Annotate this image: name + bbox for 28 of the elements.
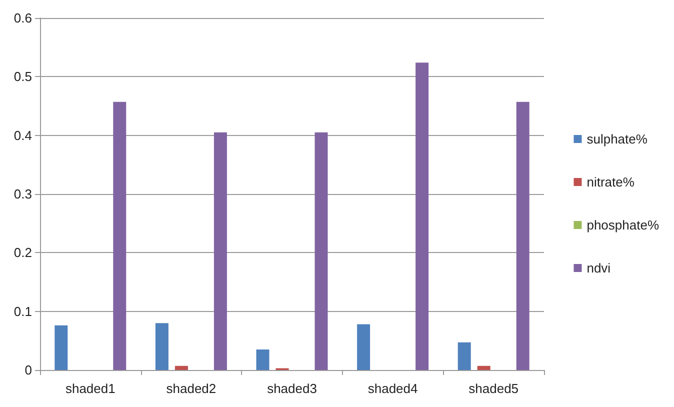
bar	[174, 366, 188, 370]
bar	[256, 349, 270, 370]
x-tick-label: shaded3	[267, 381, 317, 396]
bar	[516, 102, 530, 370]
x-tick-label: shaded1	[65, 381, 116, 396]
bar	[214, 132, 227, 370]
y-tick-label: 0.6	[14, 10, 32, 26]
legend-label: nitrate%	[586, 174, 635, 190]
y-tick-label: 0.1	[14, 304, 32, 319]
bar	[113, 102, 126, 370]
bar	[477, 366, 490, 370]
y-tick-label: 0.3	[14, 186, 32, 202]
bar	[458, 342, 471, 370]
bar	[314, 132, 328, 370]
x-tick-label: shaded4	[368, 381, 418, 396]
legend-label: phosphate%	[586, 218, 660, 232]
bar	[357, 324, 370, 370]
bar	[155, 323, 168, 370]
legend-label: sulphate%	[586, 132, 648, 146]
bar	[416, 62, 429, 370]
bar	[54, 325, 68, 370]
y-tick-label: 0.2	[14, 245, 32, 260]
y-tick-label: 0.4	[14, 128, 32, 143]
y-tick-label: 0.5	[14, 69, 32, 84]
y-tick-label: 0	[24, 362, 32, 378]
legend-label: ndvi	[586, 260, 611, 276]
x-tick-label: shaded5	[468, 381, 519, 396]
x-tick-label: shaded2	[166, 381, 216, 396]
